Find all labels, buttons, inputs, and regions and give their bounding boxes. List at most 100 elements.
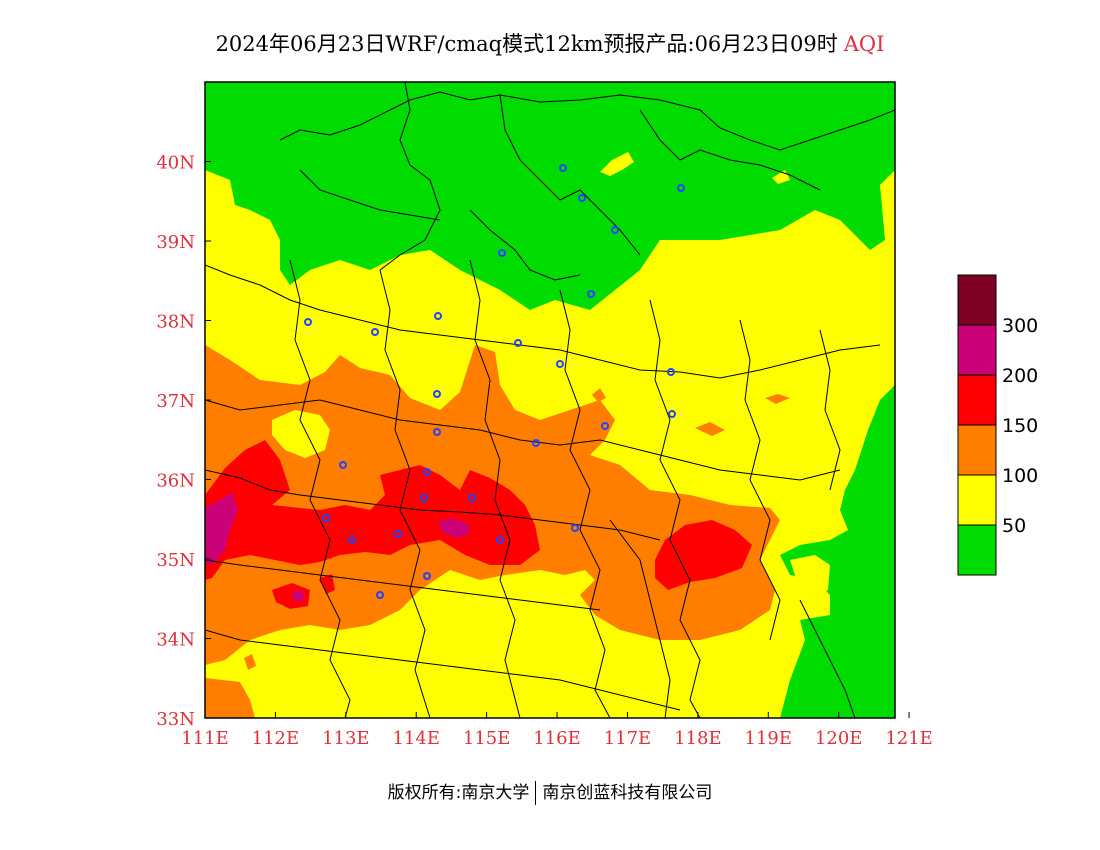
station-marker: [339, 461, 347, 469]
station-marker: [668, 410, 676, 418]
legend-swatch: [957, 374, 997, 426]
aqi-area-unhealthy-west: [205, 440, 540, 580]
boundary-line: [649, 299, 701, 718]
footer-left: 版权所有:南京大学: [387, 783, 530, 803]
legend-label: 100: [1002, 465, 1038, 487]
y-axis-ticks: 40N 39N 38N 37N 36N 35N 34N 33N: [156, 153, 211, 730]
y-tick-label: 33N: [156, 709, 195, 730]
boundary-line: [205, 399, 841, 481]
boundary-line: [469, 209, 581, 281]
station-marker: [677, 184, 685, 192]
y-tick-label: 36N: [156, 471, 195, 492]
boundary-line: [819, 329, 841, 491]
aqi-area-unhealthy-sensitive-e2: [765, 394, 790, 404]
station-marker: [304, 318, 312, 326]
station-marker: [559, 164, 567, 172]
y-tick-label: 34N: [156, 630, 195, 651]
station-marker: [394, 530, 402, 538]
admin-boundaries: [205, 82, 895, 718]
boundary-line: [499, 94, 641, 256]
station-marker: [496, 536, 504, 544]
x-tick-label: 111E: [181, 728, 229, 749]
station-marker: [420, 494, 428, 502]
y-tick-label: 35N: [156, 550, 195, 571]
boundary-line: [279, 91, 895, 151]
station-marker: [556, 360, 564, 368]
x-tick-label: 113E: [322, 728, 370, 749]
aqi-area-unhealthy-sensitive-spot: [244, 654, 256, 670]
aqi-area-unhealthy-sensitive-e1: [695, 422, 725, 436]
station-marker: [468, 494, 476, 502]
boundary-line: [205, 469, 661, 541]
legend-label: 300: [1002, 315, 1038, 337]
station-marker: [371, 328, 379, 336]
boundary-line: [799, 599, 856, 718]
legend-label: 200: [1002, 365, 1038, 387]
station-marker: [348, 536, 356, 544]
aqi-area-moderate-inlet: [790, 555, 830, 598]
footer-right: 南京创蓝科技有限公司: [542, 783, 713, 803]
legend-label: 150: [1002, 415, 1038, 437]
legend-label: 50: [1002, 515, 1026, 537]
station-marker: [434, 312, 442, 320]
boundary-line: [469, 259, 521, 718]
station-marker: [514, 339, 522, 347]
x-tick-label: 120E: [815, 728, 863, 749]
boundary-line: [205, 629, 681, 711]
aqi-area-good-north: [205, 82, 895, 310]
y-tick-label: 38N: [156, 312, 195, 333]
monitoring-stations: [304, 164, 685, 599]
legend-swatch: [957, 424, 997, 476]
legend-swatch: [957, 324, 997, 376]
aqi-area-unhealthy-blob2: [320, 574, 335, 594]
boundary-line: [639, 109, 821, 191]
x-axis-ticks: 111E 112E 113E 114E 115E 116E 117E 118E 119E 120E…: [181, 712, 933, 749]
x-tick-label: 112E: [252, 728, 300, 749]
station-marker: [433, 390, 441, 398]
x-tick-label: 115E: [463, 728, 511, 749]
aqi-area-unhealthy-blob1: [272, 583, 310, 609]
x-tick-label: 119E: [745, 728, 793, 749]
aqi-area-very-unhealthy-mid: [438, 518, 470, 538]
station-marker: [423, 572, 431, 580]
y-tick-label: 37N: [156, 391, 195, 412]
title-variable: AQI: [843, 32, 885, 56]
y-tick-label: 39N: [156, 232, 195, 253]
aqi-area-unhealthy-east: [655, 520, 752, 590]
copyright-footer: 版权所有:南京大学 南京创蓝科技有限公司: [0, 778, 1100, 805]
y-tick-label: 40N: [156, 153, 195, 174]
aqi-area-very-unhealthy-small: [292, 590, 304, 602]
station-marker: [423, 468, 431, 476]
footer-separator: [535, 781, 537, 805]
legend-swatch: [957, 524, 997, 576]
aqi-area-moderate-hole: [272, 410, 330, 458]
boundary-line: [289, 259, 351, 718]
station-marker: [587, 290, 595, 298]
aqi-area-unhealthy-sensitive-e3: [592, 388, 606, 402]
boundary-line: [739, 319, 781, 641]
station-marker: [322, 514, 330, 522]
boundary-line: [205, 559, 601, 611]
aqi-legend: 50 100 150 200 300: [957, 274, 1038, 576]
x-tick-label: 118E: [674, 728, 722, 749]
station-marker: [433, 428, 441, 436]
legend-swatch: [957, 274, 997, 326]
aqi-fields: [205, 82, 895, 718]
boundary-line: [299, 169, 441, 221]
station-marker: [578, 194, 586, 202]
aqi-area-good-east: [780, 385, 895, 718]
title-text: 2024年06月23日WRF/cmaq模式12km预报产品:06月23日09时: [215, 32, 838, 56]
boundary-line: [379, 269, 431, 718]
station-marker: [611, 226, 619, 234]
map-title: 2024年06月23日WRF/cmaq模式12km预报产品:06月23日09时 A…: [0, 28, 1100, 58]
aqi-area-very-unhealthy-west: [205, 492, 238, 565]
x-tick-label: 121E: [885, 728, 933, 749]
x-tick-label: 114E: [392, 728, 440, 749]
station-marker: [601, 422, 609, 430]
station-marker: [532, 439, 540, 447]
aqi-area-unhealthy-sensitive-sw: [205, 678, 255, 718]
station-marker: [571, 524, 579, 532]
boundary-line: [379, 82, 441, 271]
station-marker: [667, 368, 675, 376]
